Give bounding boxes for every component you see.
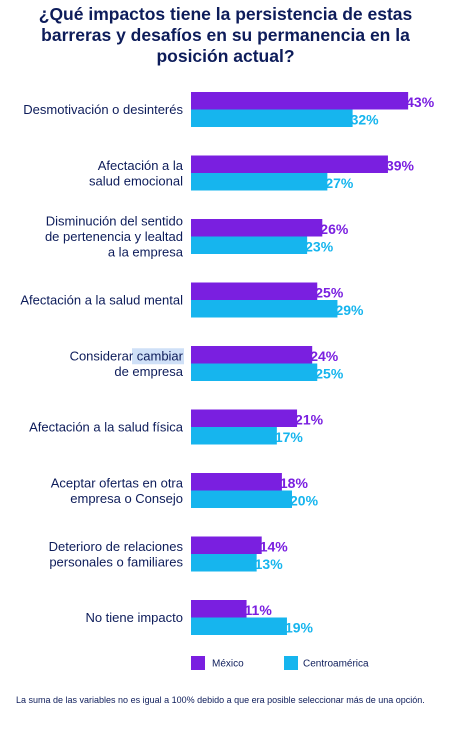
data-label: 29% xyxy=(335,302,364,318)
legend-label: Centroamérica xyxy=(303,659,369,670)
data-label: 13% xyxy=(255,556,284,572)
bar-mexico xyxy=(191,219,323,237)
bar-centroamerica xyxy=(191,109,353,127)
data-label: 20% xyxy=(290,493,319,509)
legend-swatch xyxy=(191,656,205,670)
bar-centroamerica xyxy=(191,490,292,508)
data-label: 17% xyxy=(275,429,304,445)
category-label: Aceptar ofertas en otra empresa o Consejo xyxy=(51,475,184,506)
bar-centroamerica xyxy=(191,300,338,318)
category-label: Afectación a la salud física xyxy=(29,420,184,435)
data-label: 26% xyxy=(320,221,349,237)
data-label: 25% xyxy=(315,366,344,382)
data-label: 25% xyxy=(315,285,344,301)
legend-swatch xyxy=(284,656,298,670)
text-selection-highlight xyxy=(132,348,184,365)
data-label: 19% xyxy=(285,620,314,636)
legend-label: México xyxy=(212,659,244,670)
bar-mexico xyxy=(191,92,409,110)
chart-title: ¿Qué impactos tiene la persistencia de e… xyxy=(38,4,413,66)
data-label: 23% xyxy=(305,239,334,255)
category-label: Deterioro de relaciones personales o fami… xyxy=(49,539,184,570)
data-label: 39% xyxy=(386,158,415,174)
bar-centroamerica xyxy=(191,363,318,381)
category-label: Considerar cambiar de empresa xyxy=(70,348,184,379)
data-label: 14% xyxy=(260,539,289,555)
footnote: La suma de las variables no es igual a 1… xyxy=(16,695,425,705)
bar-mexico xyxy=(191,600,247,618)
bar-centroamerica xyxy=(191,236,308,254)
bar-mexico xyxy=(191,409,298,427)
data-label: 24% xyxy=(310,348,339,364)
bar-mexico xyxy=(191,346,313,364)
bar-mexico xyxy=(191,155,388,173)
category-label: Desmotivación o desinterés xyxy=(23,102,183,117)
category-label: Afectación a la salud mental xyxy=(20,293,183,308)
bar-mexico xyxy=(191,282,318,300)
bar-mexico xyxy=(191,473,282,491)
data-label: 18% xyxy=(280,475,309,491)
category-label: Disminución del sentido de pertenencia y … xyxy=(45,214,184,260)
data-label: 21% xyxy=(295,412,324,428)
bar-mexico xyxy=(191,536,262,554)
bar-centroamerica xyxy=(191,173,328,191)
category-label: No tiene impacto xyxy=(85,610,183,625)
data-label: 27% xyxy=(325,175,354,191)
category-label: Afectación a la salud emocional xyxy=(89,158,184,189)
bar-centroamerica xyxy=(191,427,277,445)
data-label: 43% xyxy=(406,94,435,110)
bar-centroamerica xyxy=(191,617,287,635)
bar-chart: Desmotivación o desinterés 43% 32% Afectaci… xyxy=(20,92,435,670)
data-label: 32% xyxy=(351,112,380,128)
data-label: 11% xyxy=(245,602,273,618)
bar-centroamerica xyxy=(191,554,257,572)
